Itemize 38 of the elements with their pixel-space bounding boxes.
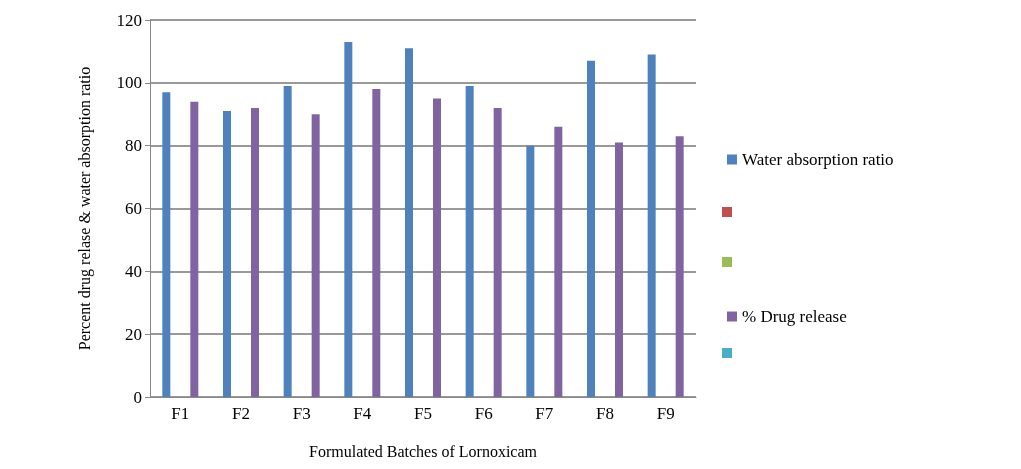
y-tick-label: 60: [125, 199, 142, 218]
y-tick-label: 20: [125, 324, 142, 344]
bar: [465, 85, 474, 397]
x-tick-label: F2: [232, 404, 250, 423]
bar: [311, 114, 320, 397]
bar: [647, 54, 656, 397]
x-tick-label: F5: [414, 404, 432, 423]
legend-label: Water absorption ratio: [742, 150, 894, 169]
y-tick-label: 40: [125, 261, 142, 281]
bar: [283, 85, 292, 397]
bar: [190, 101, 199, 397]
bar: [587, 60, 595, 397]
y-axis-title: Percent drug relase & water absorption ratio: [75, 66, 94, 351]
x-tick-label: F9: [656, 404, 675, 423]
x-axis-title: Formulated Batches of Lornoxicam: [309, 442, 538, 460]
bar: [433, 98, 441, 397]
bar: [251, 107, 259, 397]
y-tick-label: 100: [116, 73, 142, 93]
bar: [344, 41, 353, 397]
x-tick-label: F4: [353, 404, 372, 423]
x-tick-label: F8: [596, 404, 614, 423]
bar: [493, 107, 502, 397]
bar: [615, 142, 623, 397]
bar: [675, 136, 684, 397]
bar: [554, 126, 563, 397]
x-tick-label: F3: [292, 404, 311, 423]
y-tick-label: 80: [125, 136, 142, 156]
bar: [162, 92, 171, 397]
x-tick-label: F1: [171, 404, 190, 423]
legend-label: % Drug release: [742, 307, 847, 326]
bar: [526, 145, 535, 397]
bar: [405, 48, 413, 397]
y-tick-label: 120: [116, 10, 142, 30]
y-tick-label: 0: [133, 387, 142, 407]
bar: [223, 111, 231, 397]
bar: [372, 89, 381, 397]
x-tick-label: F6: [474, 404, 493, 423]
x-tick-label: F7: [535, 404, 554, 423]
